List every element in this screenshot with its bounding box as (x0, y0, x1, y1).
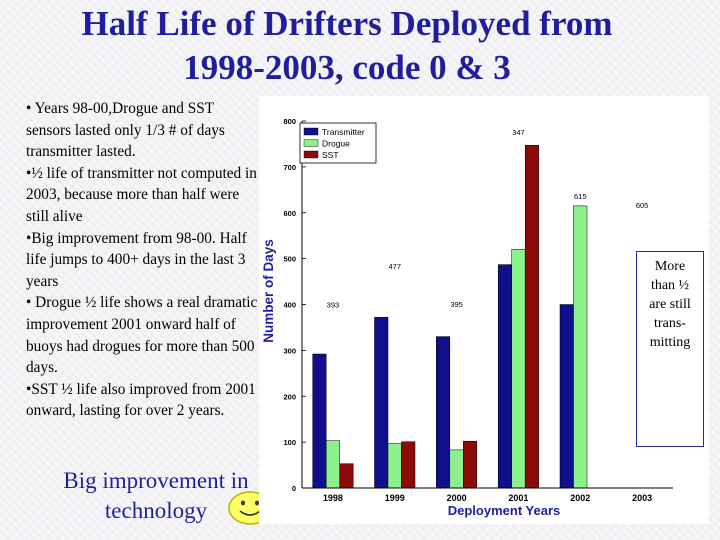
data-label-2000: 395 (450, 300, 463, 309)
bar-sst-1999 (401, 441, 416, 489)
data-label-2001: 347 (512, 128, 525, 137)
x-tick-label-2000: 2000 (447, 493, 467, 503)
legend-swatch-transmitter (303, 127, 319, 136)
callout-line-2: than ½ (650, 278, 690, 293)
y-tick-label-200: 200 (283, 392, 296, 401)
data-label-1998: 393 (327, 301, 340, 310)
bullet-2: •½ life of transmitter not computed in 2… (26, 164, 257, 225)
title-line-1: Half Life of Drifters Deployed from (81, 4, 613, 43)
y-tick-label-500: 500 (283, 255, 296, 264)
bullet-1: • Years 98-00,Drogue and SST sensors las… (26, 100, 225, 161)
slide-title: Half Life of Drifters Deployed from 1998… (0, 2, 694, 90)
still-transmitting-callout: More than ½ are still trans- mitting (636, 251, 704, 447)
bar-transmitter-2002 (559, 304, 574, 489)
data-label-2002: 615 (574, 192, 587, 201)
legend-label-transmitter: Transmitter (322, 127, 365, 137)
bar-sst-1998 (339, 463, 354, 489)
bar-sst-2000 (463, 440, 478, 489)
bar-transmitter-1999 (374, 317, 389, 489)
bar-transmitter-2001 (497, 264, 512, 489)
footer-caption: Big improvement in technology (40, 466, 272, 526)
bar-drogue-1998 (325, 440, 340, 489)
title-line-2: 1998-2003, code 0 & 3 (183, 48, 511, 87)
y-tick-labels: 0 100 200 300 400 500 600 700 800 (283, 117, 306, 493)
y-axis-label: Number of Days (261, 239, 276, 343)
x-axis-label: Deployment Years (448, 503, 560, 518)
bullet-list: • Years 98-00,Drogue and SST sensors las… (26, 98, 258, 422)
legend-label-drogue: Drogue (322, 139, 350, 149)
bar-transmitter-2000 (436, 336, 451, 489)
y-tick-label-0: 0 (292, 484, 296, 493)
x-tick-labels: 1998 1999 2000 2001 2002 2003 (323, 493, 652, 503)
bar-transmitter-1998 (312, 353, 327, 489)
bullet-4: • Drogue ½ life shows a real dramatic im… (26, 294, 258, 377)
footer-line-2: technology (104, 498, 208, 523)
bar-drogue-2000 (449, 449, 464, 489)
bar-drogue-2001 (511, 249, 526, 489)
y-tick-label-600: 600 (283, 209, 296, 218)
legend-swatch-sst (303, 150, 319, 159)
bar-sst-2001 (524, 145, 539, 489)
data-label-1999: 477 (388, 262, 401, 271)
y-tick-label-800: 800 (283, 117, 296, 126)
bullet-3: •Big improvement from 98-00. Half life j… (26, 229, 247, 290)
callout-line-4: trans- (654, 316, 686, 331)
annotation-layer: 393 477 395 347 615 605 (327, 128, 649, 310)
half-life-bar-chart: 393 477 395 347 615 605 0 100 200 300 400 500 600 70… (259, 96, 709, 524)
legend-label-sst: SST (322, 150, 339, 160)
callout-line-1: More (654, 259, 686, 274)
callout-line-3: are still (649, 297, 691, 312)
bar-drogue-1999 (387, 443, 402, 489)
footer-line-1: Big improvement in (63, 468, 249, 493)
x-tick-label-1998: 1998 (323, 493, 343, 503)
x-tick-label-2003: 2003 (632, 493, 652, 503)
x-tick-label-2001: 2001 (508, 493, 528, 503)
bars-layer (312, 145, 588, 489)
data-label-2003: 605 (636, 201, 649, 210)
y-tick-label-700: 700 (283, 163, 296, 172)
y-tick-label-300: 300 (283, 346, 296, 355)
y-tick-label-400: 400 (283, 301, 296, 310)
x-tick-label-2002: 2002 (570, 493, 590, 503)
bullet-5: •SST ½ life also improved from 2001 onwa… (26, 380, 256, 420)
y-tick-label-100: 100 (283, 438, 296, 447)
bar-drogue-2002 (573, 205, 588, 489)
x-tick-label-1999: 1999 (385, 493, 405, 503)
legend-swatch-drogue (303, 139, 319, 147)
callout-line-5: mitting (649, 335, 691, 350)
